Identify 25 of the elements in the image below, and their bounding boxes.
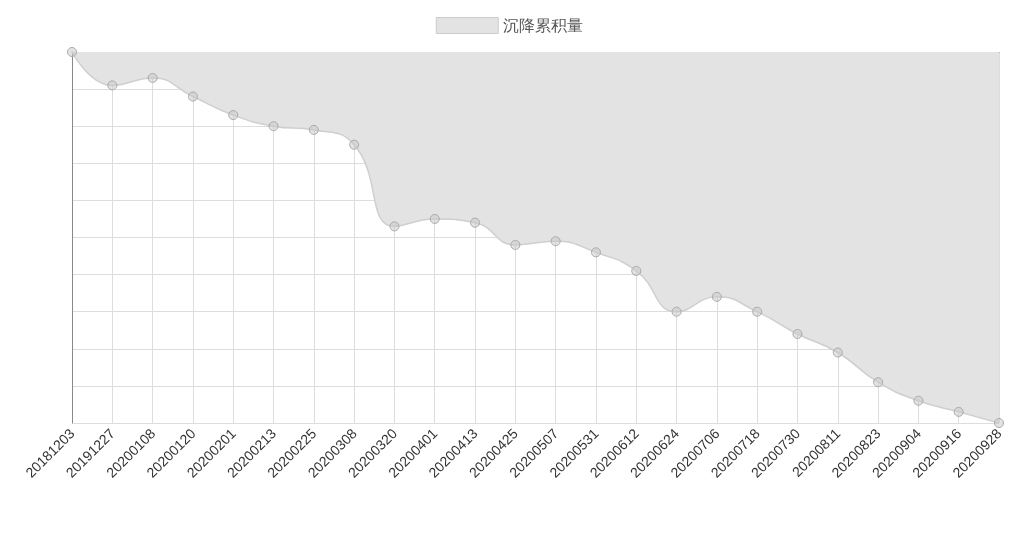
point [308,124,319,135]
point [792,328,803,339]
point [550,236,561,247]
point [147,72,158,83]
point [470,217,481,228]
point [671,306,682,317]
point [752,306,763,317]
point [349,139,360,150]
point [711,291,722,302]
point [107,80,118,91]
point [429,213,440,224]
point [832,347,843,358]
legend-label: 沉降累积量 [503,16,584,35]
point [510,239,521,250]
point [994,418,1004,428]
point [913,395,924,406]
point [590,247,601,258]
point [389,221,400,232]
point [67,47,77,57]
point [187,91,198,102]
point [228,110,239,121]
point [268,121,279,132]
point [953,406,964,417]
point [631,265,642,276]
point [873,377,884,388]
